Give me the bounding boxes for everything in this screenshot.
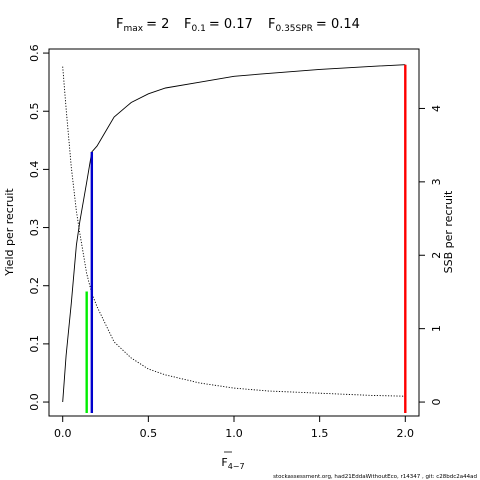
- title-f01: F0.1 = 0.17: [184, 17, 253, 34]
- x-tick-label-4: 2.0: [397, 427, 415, 440]
- x-tick-label-2: 1.0: [225, 427, 243, 440]
- y-tick-label-1: 0.1: [28, 335, 41, 353]
- y2-tick-label-1: 1: [430, 325, 443, 332]
- x-tick-label-3: 1.5: [311, 427, 329, 440]
- axes-layer: 0.0 0.5 1.0 1.5 2.0 0.0 0.1 0.2 0.3 0.4 0.5 0.6 0 1 2 3…: [28, 44, 443, 440]
- y2-axis-title: SSB per recruit: [442, 190, 455, 273]
- x-tick-label-1: 0.5: [140, 427, 158, 440]
- series-line-1: [62, 66, 406, 397]
- y2-tick-label-3: 3: [430, 178, 443, 185]
- y-tick-label-4: 0.4: [28, 161, 41, 179]
- x-axis-title: F4−7: [221, 456, 244, 471]
- y2-tick-label-0: 0: [430, 399, 443, 406]
- footer-note: stockassessment.org, had21EddaWithoutEco…: [273, 474, 477, 480]
- data-layer: [62, 64, 407, 414]
- y-tick-label-0: 0.0: [28, 393, 41, 411]
- x-tick-label-0: 0.0: [54, 427, 72, 440]
- y2-tick-label-4: 4: [430, 105, 443, 112]
- y-tick-label-5: 0.5: [28, 102, 41, 120]
- y-tick-label-6: 0.6: [28, 44, 41, 62]
- y-tick-label-3: 0.3: [28, 219, 41, 237]
- y-tick-label-2: 0.2: [28, 277, 41, 295]
- plot-frame: [48, 48, 420, 417]
- title-fmax: Fmax = 2: [116, 17, 169, 34]
- y-axis-title: Yield per recruit: [3, 188, 16, 277]
- chart-title: Fmax = 2 F0.1 = 0.17 F0.35SPR = 0.14: [116, 17, 360, 34]
- series-line-0: [62, 64, 406, 403]
- y2-tick-label-2: 2: [430, 252, 443, 259]
- title-fspr: F0.35SPR = 0.14: [268, 17, 360, 34]
